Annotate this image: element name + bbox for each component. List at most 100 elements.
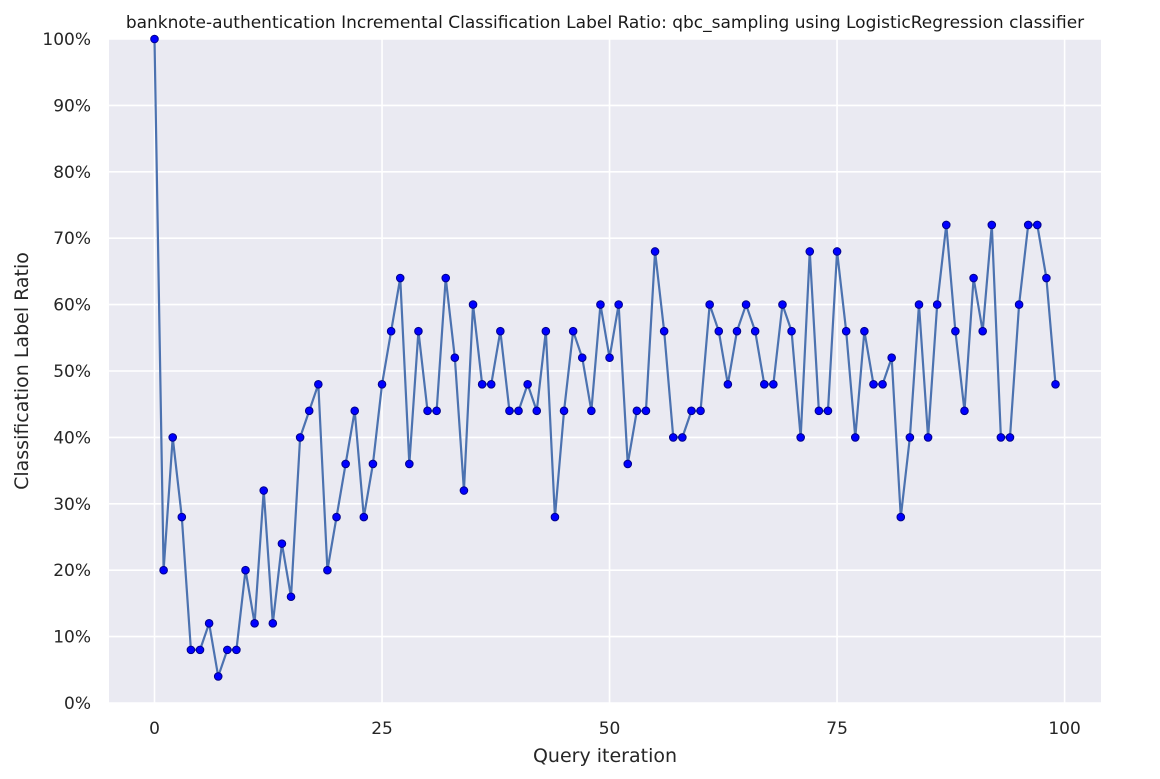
data-point	[978, 326, 987, 336]
data-point	[1005, 433, 1015, 442]
data-point	[177, 512, 187, 522]
data-point	[295, 433, 305, 442]
x-axis-ticks: 0 25 50 75 100	[149, 719, 1081, 739]
data-point	[232, 645, 241, 655]
series-markers	[150, 34, 1060, 681]
y-tick-label: 70%	[53, 229, 91, 249]
data-point	[687, 406, 696, 416]
data-point	[614, 300, 623, 309]
y-tick-label: 0%	[64, 694, 91, 714]
data-point	[951, 326, 960, 336]
data-point	[259, 486, 269, 495]
data-point	[896, 512, 906, 522]
data-point	[505, 406, 514, 416]
data-point	[414, 326, 423, 336]
y-tick-label: 10%	[53, 628, 91, 648]
data-point	[314, 379, 323, 389]
data-point	[341, 459, 350, 469]
data-point	[523, 379, 532, 389]
data-point	[577, 353, 587, 363]
y-axis-ticks: 0% 10% 20% 30% 40% 50% 60% 70% 80% 90% 100%	[42, 30, 91, 714]
data-point	[405, 459, 414, 469]
data-point	[668, 433, 678, 442]
data-point	[741, 300, 751, 309]
data-point	[987, 220, 997, 230]
data-point	[923, 433, 933, 442]
data-point	[241, 565, 250, 575]
data-point	[850, 433, 860, 442]
x-tick-label: 75	[826, 719, 848, 739]
data-point	[268, 619, 278, 628]
data-point	[496, 326, 505, 336]
data-point	[860, 326, 869, 336]
x-tick-label: 25	[371, 719, 393, 739]
y-axis-label: Classification Label Ratio	[11, 252, 33, 490]
data-point	[778, 300, 787, 309]
x-axis-label: Query iteration	[533, 745, 677, 767]
data-point	[732, 326, 742, 336]
y-tick-label: 80%	[53, 163, 91, 183]
y-tick-label: 20%	[53, 561, 91, 581]
data-point	[869, 379, 878, 389]
data-point	[587, 406, 596, 416]
data-point	[468, 300, 478, 309]
data-point	[277, 539, 287, 548]
data-point	[1014, 300, 1024, 309]
data-point	[814, 406, 824, 416]
data-point	[641, 406, 651, 416]
data-point	[386, 326, 396, 336]
data-point	[823, 406, 833, 416]
data-point	[213, 672, 223, 681]
y-tick-label: 50%	[53, 362, 91, 382]
data-point	[432, 406, 441, 416]
grid-lines	[109, 38, 1101, 704]
data-point	[250, 619, 259, 628]
data-point	[159, 565, 168, 575]
data-point	[459, 486, 469, 495]
data-point	[195, 645, 205, 655]
data-point	[286, 592, 296, 602]
data-point	[878, 379, 887, 389]
y-tick-label: 40%	[53, 428, 91, 448]
y-tick-label: 60%	[53, 296, 91, 316]
data-point	[550, 512, 560, 522]
data-point	[632, 406, 642, 416]
data-point	[486, 379, 496, 389]
y-tick-label: 100%	[42, 30, 91, 50]
data-point	[223, 645, 232, 655]
data-point	[350, 406, 360, 416]
data-point	[450, 353, 460, 363]
data-point	[750, 326, 760, 336]
data-point	[941, 220, 951, 230]
data-point	[887, 353, 896, 363]
data-point	[323, 565, 332, 575]
data-point	[723, 379, 733, 389]
data-point	[359, 512, 369, 522]
data-point	[532, 406, 542, 416]
data-point	[304, 406, 314, 416]
data-point	[559, 406, 569, 416]
x-tick-label: 0	[149, 719, 160, 739]
data-point	[1032, 220, 1042, 230]
data-point	[696, 406, 705, 416]
data-point	[841, 326, 851, 336]
y-tick-label: 90%	[53, 96, 91, 116]
data-point	[1042, 273, 1051, 283]
y-tick-label: 30%	[53, 495, 91, 515]
data-point	[377, 379, 387, 389]
data-point	[960, 406, 969, 416]
data-point	[905, 433, 915, 442]
data-point	[705, 300, 714, 309]
data-point	[932, 300, 942, 309]
data-point	[541, 326, 551, 336]
data-point	[605, 353, 614, 363]
data-point	[477, 379, 487, 389]
series-line	[153, 38, 1057, 677]
x-tick-label: 50	[599, 719, 621, 739]
data-point	[168, 433, 178, 442]
data-point	[514, 406, 523, 416]
data-point	[787, 326, 796, 336]
data-point	[1051, 379, 1060, 389]
data-point	[150, 34, 159, 44]
